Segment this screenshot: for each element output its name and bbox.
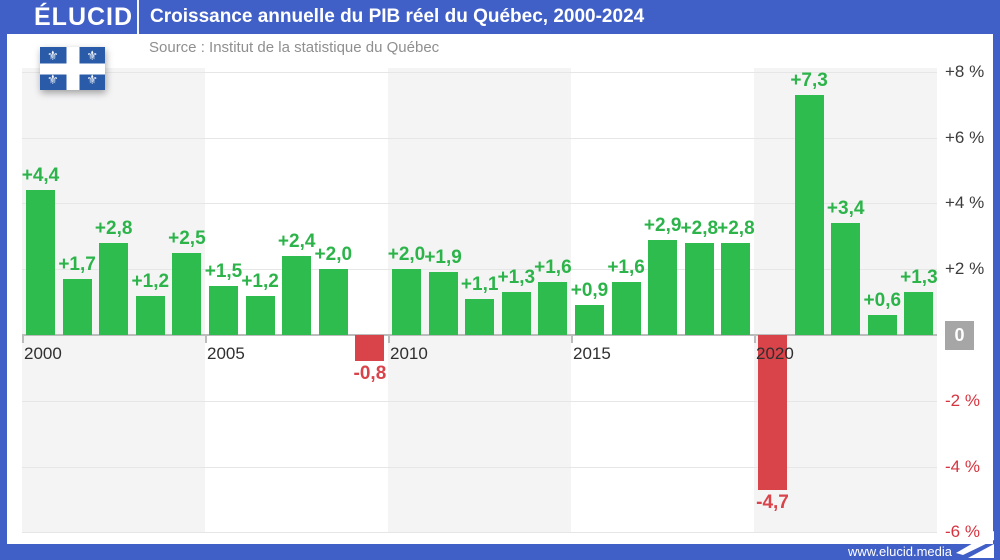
bar-value-label: +1,5: [204, 260, 243, 282]
bar-value-label: +2,8: [717, 217, 755, 239]
bar-value-label: +0,9: [570, 280, 609, 302]
bar-2019: [721, 242, 751, 335]
bar-value-label: +1,3: [900, 267, 938, 289]
bar-2009: [355, 335, 385, 362]
bar-2000: [26, 190, 55, 335]
gridline: [22, 466, 937, 468]
x-axis-tick: [754, 335, 756, 343]
bar-2010: [392, 269, 421, 335]
x-axis-tick: [22, 335, 24, 343]
y-axis-label: -4 %: [945, 456, 980, 476]
flag-cross-horizontal: [40, 63, 105, 74]
y-axis-label: +4 %: [945, 193, 985, 213]
bar-value-label: -4,7: [756, 491, 789, 513]
header-divider: [137, 0, 139, 34]
bar-2011: [428, 272, 458, 335]
bar-2024: [904, 292, 934, 335]
bar-2021: [794, 94, 824, 335]
y-axis-label: -2 %: [945, 390, 980, 410]
fleur-de-lis-icon: ⚜: [86, 49, 98, 64]
bar-value-label: +1,6: [534, 257, 572, 279]
bar-2016: [611, 282, 641, 335]
bar-value-label: +2,4: [277, 231, 316, 253]
gridline: [22, 203, 937, 205]
quebec-flag-icon: ⚜ ⚜ ⚜ ⚜: [40, 47, 105, 90]
y-axis-label: +2 %: [945, 259, 985, 279]
bar-value-label: -0,8: [353, 363, 387, 385]
gridline: [22, 269, 937, 271]
bar-value-label: +4,4: [21, 165, 60, 187]
header-bar: ÉLUCID Croissance annuelle du PIB réel d…: [0, 0, 1000, 34]
zero-axis-line: [22, 334, 937, 336]
y-axis-label: +6 %: [945, 127, 985, 147]
bar-2002: [99, 242, 129, 335]
bar-value-label: +7,3: [790, 69, 828, 91]
bar-2014: [538, 282, 568, 335]
right-frame-border: [993, 0, 1000, 560]
fleur-de-lis-icon: ⚜: [47, 73, 59, 88]
left-frame-border: [0, 0, 7, 560]
footer-url[interactable]: www.elucid.media: [847, 544, 952, 559]
gridline: [22, 137, 937, 139]
gridline: [22, 532, 937, 534]
bar-2005: [209, 285, 238, 335]
bar-value-label: +2,0: [314, 244, 353, 266]
bar-value-label: +1,1: [460, 273, 499, 295]
bar-2003: [135, 295, 165, 335]
bar-2012: [465, 298, 495, 335]
bar-value-label: +1,6: [607, 257, 645, 279]
x-axis-label: 2020: [756, 344, 794, 363]
bar-2022: [831, 223, 861, 335]
bar-value-label: +1,2: [131, 270, 170, 292]
source-caption: Source : Institut de la statistique du Q…: [149, 39, 440, 56]
bar-2008: [318, 269, 348, 335]
bar-2023: [867, 315, 897, 335]
elucid-logo: ÉLUCID: [34, 3, 134, 31]
y-axis-zero-badge: 0: [945, 321, 974, 350]
bar-2007: [282, 256, 312, 335]
bar-value-label: +2,8: [94, 217, 133, 239]
page-title: Croissance annuelle du PIB réel du Québe…: [150, 6, 645, 27]
bar-value-label: +2,8: [680, 217, 719, 239]
bar-2001: [62, 279, 92, 335]
fleur-de-lis-icon: ⚜: [86, 73, 98, 88]
x-axis-label: 2005: [207, 344, 245, 363]
y-axis-label: +8 %: [945, 61, 985, 81]
bar-value-label: +1,3: [497, 267, 536, 289]
bar-value-label: +1,2: [241, 270, 279, 292]
fleur-de-lis-icon: ⚜: [47, 49, 59, 64]
bar-value-label: +1,9: [424, 247, 462, 269]
bar-value-label: +2,5: [168, 227, 206, 249]
bar-value-label: +2,0: [387, 244, 426, 266]
footer-bar: www.elucid.media: [0, 544, 1000, 560]
bar-value-label: +3,4: [826, 198, 865, 220]
elucid-flag-icon: [956, 531, 994, 558]
x-axis-tick: [571, 335, 573, 343]
gridline: [22, 400, 937, 402]
bar-2015: [575, 305, 604, 335]
x-axis-label: 2015: [573, 344, 611, 363]
bar-value-label: +0,6: [863, 290, 902, 312]
y-axis-label: -6 %: [945, 522, 980, 542]
bar-2013: [501, 292, 531, 335]
bar-2018: [684, 242, 714, 335]
bar-2017: [648, 239, 678, 335]
x-axis-label: 2000: [24, 344, 62, 363]
x-axis-tick: [205, 335, 207, 343]
bar-2004: [172, 252, 202, 335]
bar-2020: [758, 335, 787, 490]
x-axis-label: 2010: [390, 344, 428, 363]
x-axis-tick: [388, 335, 390, 343]
bar-value-label: +2,9: [643, 214, 682, 236]
bar-2006: [245, 295, 275, 335]
gridline: [22, 71, 937, 73]
bar-value-label: +1,7: [58, 254, 96, 276]
